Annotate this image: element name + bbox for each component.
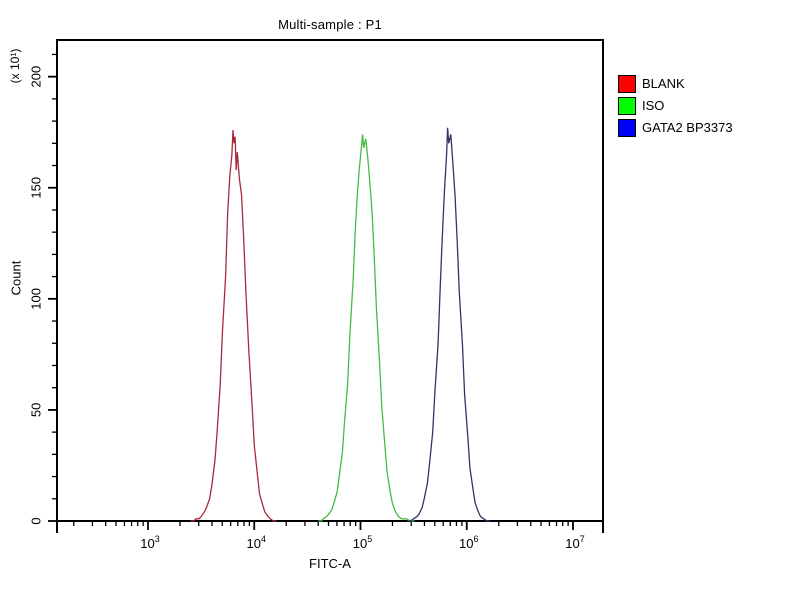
x-tick-label: 103 — [140, 534, 159, 551]
y-tick-label: 100 — [29, 288, 44, 310]
legend-swatch-green — [618, 96, 636, 115]
y-tick-label: 200 — [29, 66, 44, 88]
chart-title: Multi-sample : P1 — [278, 17, 382, 32]
legend-label-gata2: GATA2 BP3373 — [642, 120, 733, 135]
y-tick-label: 0 — [29, 517, 44, 524]
legend-item-iso: ISO — [618, 96, 733, 115]
x-tick-label: 105 — [353, 534, 372, 551]
legend-swatch-blue — [618, 118, 636, 137]
legend-swatch-red — [618, 74, 636, 93]
legend-label-blank: BLANK — [642, 76, 685, 91]
series-curve-1 — [318, 134, 415, 522]
legend: BLANK ISO GATA2 BP3373 — [618, 74, 733, 137]
series-curve-2 — [407, 127, 491, 522]
legend-item-blank: BLANK — [618, 74, 733, 93]
series-curve-0 — [190, 129, 277, 522]
x-axis-title: FITC-A — [309, 556, 351, 571]
y-tick-label: 150 — [29, 177, 44, 199]
legend-label-iso: ISO — [642, 98, 665, 113]
x-tick-label: 104 — [247, 534, 266, 551]
x-tick-label: 106 — [459, 534, 478, 551]
legend-item-gata2: GATA2 BP3373 — [618, 118, 733, 137]
y-axis-multiplier-label: (x 10¹) — [8, 48, 22, 84]
plot-border — [56, 39, 604, 522]
y-tick-label: 50 — [29, 403, 44, 417]
x-tick-label: 107 — [565, 534, 584, 551]
y-axis-title: Count — [8, 260, 24, 296]
